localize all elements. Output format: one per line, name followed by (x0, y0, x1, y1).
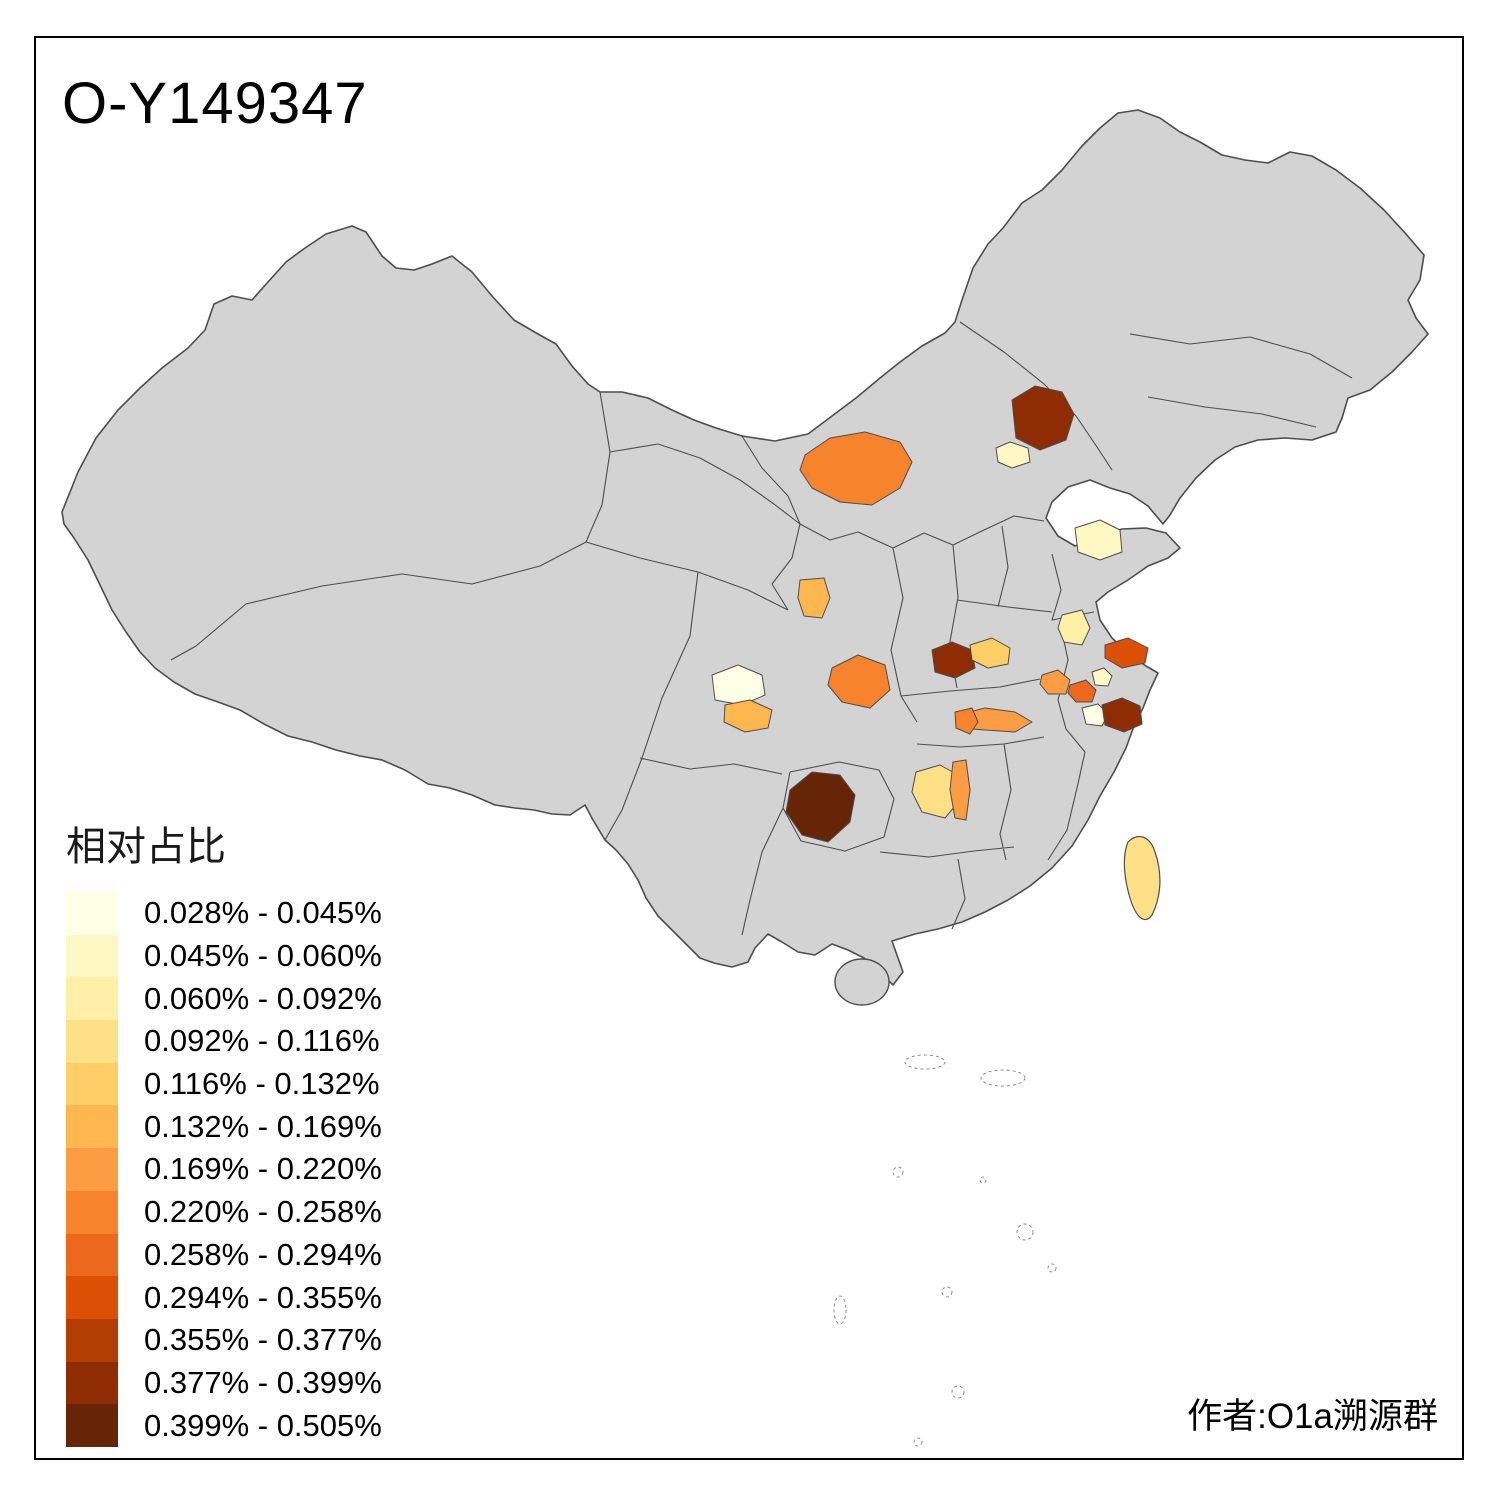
legend-row: 0.045% - 0.060% (66, 934, 382, 978)
highlight-region-21 (711, 664, 766, 706)
legend-row: 0.258% - 0.294% (66, 1233, 382, 1277)
legend: 相对占比 0.028% - 0.045% 0.045% - 0.060% 0.0… (66, 814, 382, 1447)
highlight-region-12 (1067, 679, 1097, 703)
highlight-region-22 (723, 699, 773, 733)
legend-rows: 0.028% - 0.045% 0.045% - 0.060% 0.060% -… (66, 892, 382, 1447)
legend-row: 0.060% - 0.092% (66, 977, 382, 1021)
legend-swatch (66, 892, 118, 935)
legend-label: 0.116% - 0.132% (144, 1066, 380, 1102)
south-china-sea-islets (833, 1054, 1057, 1447)
taiwan-island (1123, 835, 1161, 920)
legend-label: 0.258% - 0.294% (144, 1236, 382, 1272)
legend-label: 0.355% - 0.377% (144, 1322, 382, 1358)
legend-title: 相对占比 (66, 825, 226, 869)
legend-swatch (66, 1105, 118, 1149)
legend-row: 0.294% - 0.355% (66, 1276, 382, 1319)
legend-label: 0.220% - 0.258% (144, 1194, 382, 1230)
legend-swatch (66, 1148, 118, 1191)
legend-swatch (66, 1404, 118, 1447)
legend-swatch (66, 1062, 118, 1106)
highlight-region-11 (1039, 669, 1071, 695)
legend-row: 0.092% - 0.116% (66, 1020, 382, 1063)
highlight-region-18 (911, 764, 961, 819)
legend-swatch (66, 1276, 118, 1319)
highlight-region-20 (785, 771, 856, 843)
highlight-region-3 (799, 431, 913, 506)
legend-row: 0.028% - 0.045% (66, 892, 382, 935)
legend-row: 0.220% - 0.258% (66, 1190, 382, 1234)
legend-swatch (66, 1190, 118, 1234)
attribution: 作者:O1a溯源群 (1187, 1397, 1438, 1436)
hainan-island (834, 958, 890, 1006)
legend-row: 0.116% - 0.132% (66, 1062, 382, 1106)
legend-row: 0.399% - 0.505% (66, 1404, 382, 1447)
plot-title: O-Y149347 (62, 71, 368, 136)
legend-row: 0.377% - 0.399% (66, 1361, 382, 1405)
china-outline (61, 109, 1429, 986)
highlight-region-4 (797, 577, 831, 619)
legend-label: 0.028% - 0.045% (144, 895, 382, 931)
highlight-region-10 (1104, 637, 1149, 669)
legend-label: 0.294% - 0.355% (144, 1279, 382, 1315)
legend-swatch (66, 977, 118, 1021)
highlight-region-15 (1101, 697, 1143, 733)
highlight-region-7 (931, 641, 976, 679)
highlight-region-9 (827, 654, 891, 709)
legend-label: 0.399% - 0.505% (144, 1407, 382, 1443)
highlight-region-8 (969, 637, 1011, 669)
highlight-region-17 (954, 707, 979, 735)
legend-label: 0.169% - 0.220% (144, 1151, 382, 1187)
legend-swatch (66, 1020, 118, 1063)
legend-swatch (66, 1233, 118, 1277)
highlight-regions (711, 385, 1149, 843)
highlight-region-6 (1057, 609, 1091, 646)
legend-row: 0.132% - 0.169% (66, 1105, 382, 1149)
highlight-region-2 (995, 441, 1031, 469)
highlight-region-5 (1074, 519, 1123, 561)
highlight-region-19 (949, 759, 971, 821)
legend-swatch (66, 934, 118, 978)
legend-label: 0.045% - 0.060% (144, 938, 382, 974)
legend-label: 0.377% - 0.399% (144, 1364, 382, 1400)
legend-label: 0.060% - 0.092% (144, 980, 382, 1016)
legend-swatch (66, 1318, 118, 1362)
legend-row: 0.169% - 0.220% (66, 1148, 382, 1191)
legend-row: 0.355% - 0.377% (66, 1318, 382, 1362)
highlight-region-13 (1091, 667, 1113, 687)
legend-label: 0.132% - 0.169% (144, 1108, 382, 1144)
legend-label: 0.092% - 0.116% (144, 1023, 380, 1059)
province-borders (170, 321, 1353, 936)
highlight-region-1 (1011, 385, 1075, 451)
legend-swatch (66, 1361, 118, 1405)
